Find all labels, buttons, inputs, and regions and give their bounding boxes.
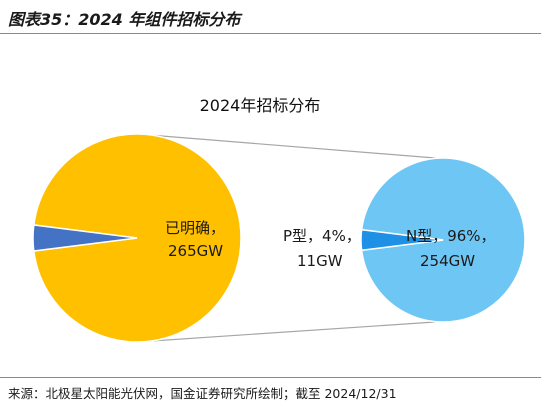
slice-n-type [360,157,526,323]
secondary-pie [360,157,526,323]
source-note: 来源：北极星太阳能光伏网，国金证券研究所绘制；截至 2024/12/31 [8,386,397,401]
label-confirmed-name: 已明确， [165,219,225,237]
connector-top [136,133,436,159]
label-p-type-value: 11GW [297,252,343,270]
bottom-divider [0,377,541,378]
label-p-type-name: P型，4%， [283,227,361,245]
label-confirmed-value: 265GW [168,242,223,260]
top-divider [0,33,541,34]
slice-confirmed [32,133,242,343]
label-n-type-name: N型，96%， [406,227,496,245]
connector-bottom [136,321,436,343]
primary-pie [32,133,242,343]
slice-p-type [360,228,444,252]
connector-lines [136,133,436,343]
label-n-type-value: 254GW [420,252,475,270]
slice-to-split [32,224,138,252]
chart-title: 2024年招标分布 [200,96,321,115]
figure-caption: 图表35：2024 年组件招标分布 [8,10,241,29]
